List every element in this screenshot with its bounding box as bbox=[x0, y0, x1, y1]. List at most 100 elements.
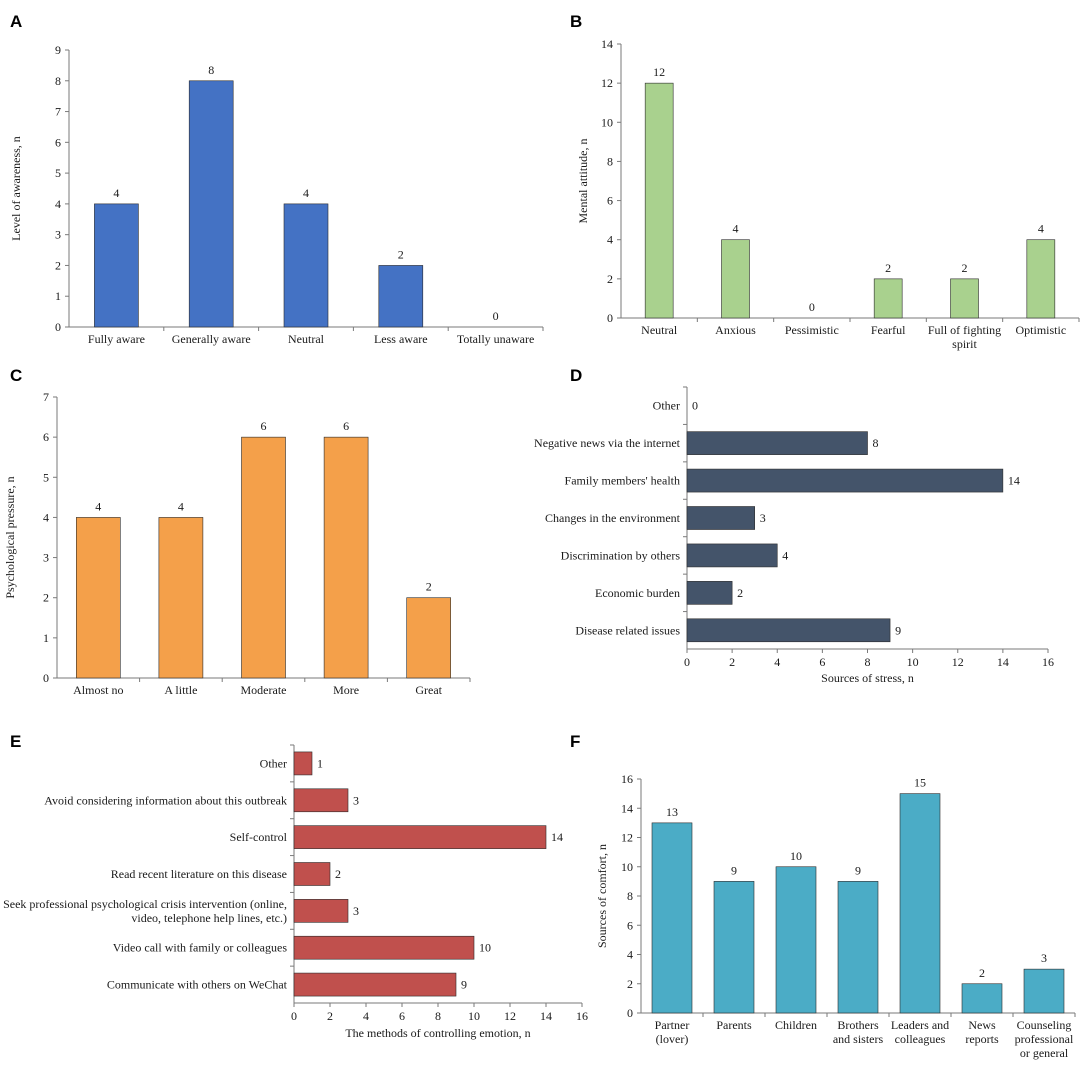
category-label: Anxious bbox=[715, 323, 756, 337]
panel-a: A 0 1 2 3 4 5 6 7 8 9 Level of awareness, n 4 Fully … bbox=[9, 12, 544, 346]
data-label: 10 bbox=[479, 941, 491, 955]
bar bbox=[961, 983, 1003, 1014]
category-label: Discrimination by others bbox=[561, 548, 681, 562]
x-tick-label: 6 bbox=[399, 1009, 405, 1023]
category-label: Changes in the environment bbox=[545, 511, 681, 525]
x-tick-label: 0 bbox=[291, 1009, 297, 1023]
category-label: Partner bbox=[655, 1018, 690, 1032]
category-label: video, telephone help lines, etc.) bbox=[131, 911, 287, 925]
bar bbox=[76, 517, 121, 679]
data-label: 2 bbox=[962, 261, 968, 275]
y-tick-label: 6 bbox=[43, 430, 49, 444]
x-tick-label: 16 bbox=[576, 1009, 588, 1023]
y-tick-label: 0 bbox=[607, 311, 613, 325]
bar bbox=[94, 203, 139, 328]
data-label: 8 bbox=[208, 63, 214, 77]
data-label: 8 bbox=[873, 436, 879, 450]
bar bbox=[283, 203, 329, 328]
category-label: Leaders and bbox=[891, 1018, 949, 1032]
x-tick-label: 10 bbox=[907, 655, 919, 669]
category-label: Fully aware bbox=[88, 332, 145, 346]
category-label: Negative news via the internet bbox=[534, 436, 681, 450]
bar bbox=[686, 506, 755, 530]
category-label: Family members' health bbox=[565, 474, 680, 488]
category-label: (lover) bbox=[656, 1032, 689, 1046]
category-label: Brothers bbox=[837, 1018, 879, 1032]
bar bbox=[293, 935, 475, 960]
panel-letter: A bbox=[10, 12, 22, 31]
data-label: 4 bbox=[733, 222, 739, 236]
y-tick-label: 9 bbox=[55, 43, 61, 57]
data-label: 6 bbox=[343, 419, 349, 433]
y-tick-label: 2 bbox=[43, 591, 49, 605]
x-tick-label: 2 bbox=[327, 1009, 333, 1023]
y-tick-label: 3 bbox=[43, 551, 49, 565]
bar bbox=[241, 436, 286, 679]
y-tick-label: 4 bbox=[55, 197, 61, 211]
x-tick-label: 4 bbox=[774, 655, 780, 669]
y-tick-label: 14 bbox=[621, 801, 633, 815]
y-tick-label: 8 bbox=[607, 154, 613, 168]
panel-letter: C bbox=[10, 366, 22, 385]
bar bbox=[775, 866, 817, 1014]
data-label: 2 bbox=[885, 261, 891, 275]
data-label: 12 bbox=[653, 65, 665, 79]
data-label: 4 bbox=[782, 548, 788, 562]
bar bbox=[293, 862, 331, 886]
y-tick-label: 10 bbox=[601, 115, 613, 129]
bar bbox=[1026, 239, 1056, 319]
bar bbox=[293, 825, 547, 849]
category-label: Counseling bbox=[1017, 1018, 1072, 1032]
y-tick-label: 5 bbox=[43, 470, 49, 484]
data-label: 10 bbox=[790, 849, 802, 863]
x-tick-label: 8 bbox=[865, 655, 871, 669]
category-label: Self-control bbox=[230, 830, 288, 844]
bar bbox=[644, 82, 674, 319]
data-label: 3 bbox=[353, 904, 359, 918]
bar bbox=[721, 239, 750, 319]
bar bbox=[158, 517, 204, 679]
bar bbox=[686, 618, 891, 643]
x-tick-label: 0 bbox=[684, 655, 690, 669]
bar bbox=[406, 597, 452, 679]
category-label: Parents bbox=[716, 1018, 752, 1032]
data-label: 0 bbox=[809, 300, 815, 314]
category-label: Economic burden bbox=[595, 586, 680, 600]
y-axis-title: Psychological pressure, n bbox=[3, 476, 17, 598]
x-tick-label: 4 bbox=[363, 1009, 369, 1023]
y-tick-label: 4 bbox=[43, 510, 49, 524]
x-tick-label: 14 bbox=[540, 1009, 552, 1023]
y-tick-label: 6 bbox=[55, 135, 61, 149]
y-tick-label: 3 bbox=[55, 228, 61, 242]
y-tick-label: 7 bbox=[55, 105, 61, 119]
bar bbox=[873, 278, 903, 319]
y-axis-title: Sources of comfort, n bbox=[595, 844, 609, 948]
category-label: Less aware bbox=[374, 332, 428, 346]
y-tick-label: 10 bbox=[621, 860, 633, 874]
data-label: 2 bbox=[398, 247, 404, 261]
category-label: Read recent literature on this disease bbox=[111, 867, 287, 881]
category-label: Great bbox=[415, 683, 442, 697]
category-label: A little bbox=[164, 683, 197, 697]
bar bbox=[293, 899, 349, 923]
category-label: Moderate bbox=[241, 683, 287, 697]
x-tick-label: 2 bbox=[729, 655, 735, 669]
data-label: 4 bbox=[95, 499, 101, 513]
data-label: 2 bbox=[426, 580, 432, 594]
bar bbox=[950, 278, 979, 319]
category-label: Full of fighting bbox=[928, 323, 1001, 337]
y-tick-label: 2 bbox=[55, 258, 61, 272]
x-tick-label: 12 bbox=[952, 655, 964, 669]
y-tick-label: 0 bbox=[43, 671, 49, 685]
category-label: Generally aware bbox=[172, 332, 251, 346]
category-label: Fearful bbox=[871, 323, 906, 337]
x-tick-label: 10 bbox=[468, 1009, 480, 1023]
bar bbox=[323, 436, 369, 679]
y-tick-label: 16 bbox=[621, 772, 633, 786]
category-label: Neutral bbox=[288, 332, 325, 346]
x-axis-title: Sources of stress, n bbox=[821, 671, 914, 685]
data-label: 3 bbox=[353, 793, 359, 807]
data-label: 4 bbox=[113, 186, 119, 200]
